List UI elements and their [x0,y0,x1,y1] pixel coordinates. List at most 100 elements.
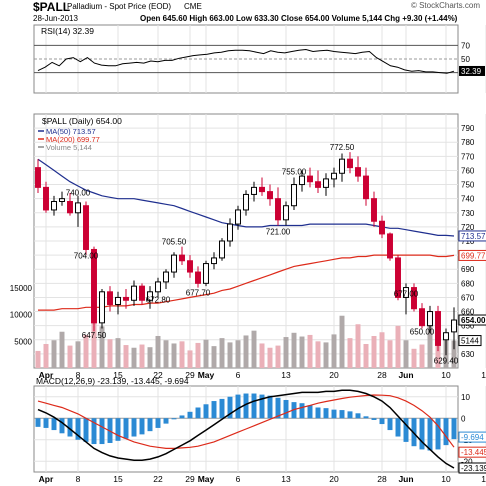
macd-histogram-bar [451,418,457,440]
candle-body [443,332,449,341]
macd-histogram-bar [155,418,161,428]
volume-bar [211,346,217,368]
price-annotation: 677.00 [394,290,419,299]
macd-histogram-bar [219,398,225,419]
macd-y-tick-label: 10 [461,393,470,402]
volume-bar [83,334,89,368]
price-x-tick-label: 6 [236,370,241,380]
macd-histogram-bar [211,401,217,419]
candle-body [339,158,345,174]
price-y-tick-label: 710 [461,237,475,246]
volume-bar [331,334,337,368]
macd-histogram-bar [35,418,41,427]
price-last-value: 699.77 [461,251,486,260]
price-y-tick-label: 720 [461,223,475,232]
price-title: $PALL (Daily) 654.00 [42,116,122,126]
macd-histogram-bar [299,403,305,419]
price-y-tick-label: 780 [461,138,475,147]
candle-body [43,186,49,211]
macd-line [37,389,455,469]
macd-histogram-bar [315,407,321,419]
candle-body [51,200,57,211]
macd-histogram-bar [395,418,401,437]
volume-bar [91,299,97,368]
candle-body [67,200,73,214]
volume-bar [363,343,369,368]
volume-bar [43,343,49,368]
volume-bar [339,315,345,368]
macd-x-tick-label: 10 [441,474,451,484]
macd-last-tag [458,446,486,458]
candle-body [363,175,369,200]
rsi-title: RSI(14) 32.39 [41,26,94,36]
volume-bar [283,337,289,368]
volume-bar [451,340,457,368]
volume-bar [203,339,209,368]
candle-body [163,271,169,283]
candle-body [155,281,161,293]
price-annotation: 755.00 [282,168,307,177]
price-y-tick-label: 760 [461,166,475,175]
price-y-tick-label: 680 [461,279,475,288]
candle-body [451,319,457,333]
price-last-tag [458,314,486,326]
volume-y-tick-label: 15000 [10,284,33,293]
macd-x-tick-label: 28 [377,474,387,484]
volume-bar [107,339,113,368]
volume-bar [275,345,281,368]
candle-body [179,254,185,262]
macd-histogram-bar [171,418,177,420]
macd-histogram-bar [83,418,89,442]
macd-histogram-bar [371,418,377,420]
macd-histogram-bar [51,418,57,431]
macd-x-tick-label: Apr [39,474,54,484]
macd-histogram-bar [67,418,73,437]
candle-body [83,205,89,250]
price-annotation: 740.00 [66,189,91,198]
macd-histogram-bar [331,409,337,419]
rsi-tick-label: 70 [461,41,470,50]
ma200-line [38,254,455,311]
macd-histogram-bar [43,418,49,428]
macd-histogram-bar [115,418,121,441]
volume-bar [395,325,401,368]
price-annotation: 721.00 [266,227,291,236]
candle-body [299,175,305,186]
price-y-tick-label: 650 [461,322,475,331]
candle-body [147,291,153,301]
volume-bar [227,342,233,368]
macd-histogram-bar [339,410,345,419]
candle-body [315,181,321,188]
macd-histogram-bar [59,418,65,434]
macd-histogram-bar [179,415,185,419]
candle-body [123,296,129,301]
volume-bar [379,332,385,368]
candle-body [387,233,393,259]
price-annotation: 650.00 [410,328,435,337]
candle-body [355,167,361,177]
macd-histogram-bar [99,418,105,445]
price-last-value: 654.00 [461,316,486,325]
price-last-tag [458,230,486,242]
candle-body [99,291,105,324]
macd-last-value: -23.139 [461,464,486,473]
volume-bar [355,324,361,368]
macd-histogram-bar [283,399,289,419]
candle-body [35,167,41,188]
volume-bar [131,347,137,368]
price-last-value: 713.57 [461,232,486,241]
macd-histogram-bar [307,405,313,419]
macd-histogram-bar [363,416,369,419]
macd-histogram-bar [347,411,353,419]
price-y-tick-label: 730 [461,209,475,218]
macd-histogram-bar [323,408,329,419]
price-annotation: 772.50 [330,143,355,152]
macd-histogram-bar [139,418,145,435]
macd-x-tick-label: 8 [76,474,81,484]
candle-body [107,291,113,305]
macd-histogram-bar [131,418,137,437]
macd-histogram-bar [227,396,233,419]
volume-bar [323,342,329,368]
macd-histogram-bar [427,418,433,451]
macd-histogram-bar [259,394,265,419]
